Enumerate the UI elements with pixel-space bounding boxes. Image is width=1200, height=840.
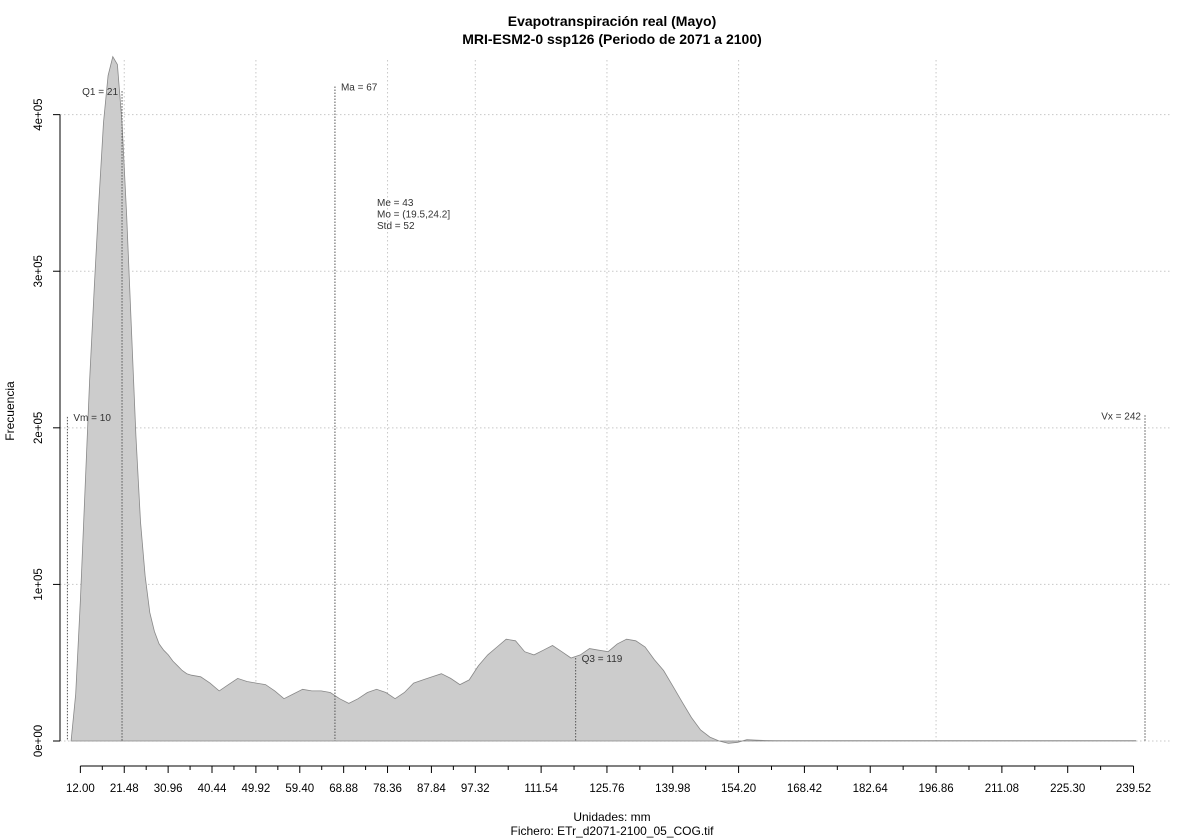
x-tick-label: 196.86: [918, 783, 953, 795]
density-area: [70, 55, 1137, 744]
stat-line: Mo = (19.5,24.2]: [377, 210, 450, 221]
marker-label: Q3 = 119: [582, 654, 623, 665]
x-tick-label: 211.08: [985, 783, 1019, 795]
x-axis: 12.00 21.48 30.96 40.44 49.92 59.40 68.88 78.36…: [66, 765, 1151, 795]
y-tick-label: 3e+05: [33, 255, 45, 287]
x-tick-label: 21.48: [110, 783, 139, 795]
y-axis-label: Frecuencia: [3, 381, 17, 441]
x-tick-label: 49.92: [242, 783, 271, 795]
x-tick-label: 78.36: [373, 783, 402, 795]
x-tick-label: 154.20: [721, 783, 756, 795]
x-tick-label: 111.54: [524, 783, 558, 795]
x-tick-label: 97.32: [461, 783, 490, 795]
x-tick-label: 182.64: [853, 783, 889, 795]
y-tick-label: 2e+05: [33, 412, 45, 444]
x-tick-label: 225.30: [1050, 783, 1085, 795]
marker-label: Ma = 67: [341, 82, 378, 93]
x-tick-label: 125.76: [589, 783, 624, 795]
marker-label: Vx = 242: [1101, 411, 1141, 422]
x-tick-label: 68.88: [329, 783, 358, 795]
y-tick-label: 0e+00: [33, 725, 45, 757]
footer-filename: Fichero: ETr_d2071-2100_05_COG.tif: [511, 824, 715, 838]
x-tick-label: 30.96: [154, 783, 183, 795]
marker-label: Vm = 10: [73, 413, 111, 424]
chart-subtitle: MRI-ESM2-0 ssp126 (Periodo de 2071 a 210…: [462, 31, 762, 47]
marker-label: Q1 = 21: [82, 87, 118, 98]
grid-lines: [60, 60, 1170, 742]
marker-lines: Vm = 10 Q1 = 21 Ma = 67 Q3 = 119 Vx = 242: [66, 82, 1146, 741]
x-axis-label: Unidades: mm: [573, 810, 650, 824]
x-tick-label: 139.98: [655, 783, 690, 795]
x-tick-label: 12.00: [66, 783, 95, 795]
x-tick-label: 87.84: [417, 783, 446, 795]
x-tick-label: 40.44: [198, 783, 227, 795]
y-axis: 0e+00 1e+05 2e+05 3e+05 4e+05: [33, 98, 61, 757]
x-tick-label: 239.52: [1116, 783, 1151, 795]
x-tick-label: 59.40: [285, 783, 314, 795]
y-tick-label: 4e+05: [33, 98, 45, 130]
stat-line: Std = 52: [377, 221, 415, 232]
y-tick-label: 1e+05: [33, 568, 45, 600]
x-tick-label: 168.42: [787, 783, 822, 795]
chart-title: Evapotranspiración real (Mayo): [508, 13, 717, 29]
density-curve: [70, 55, 1137, 744]
stat-line: Me = 43: [377, 198, 414, 209]
